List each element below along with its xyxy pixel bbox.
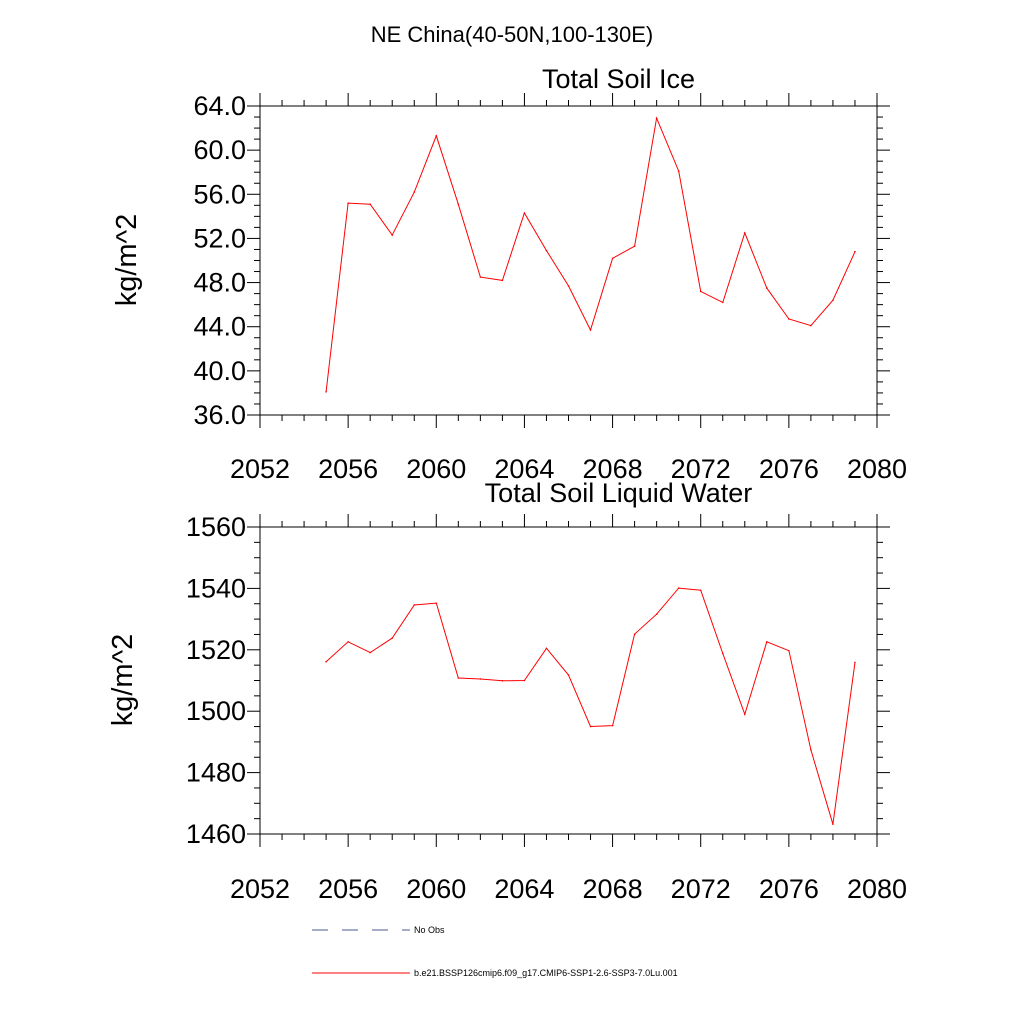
soil-ice-data-point bbox=[457, 203, 460, 206]
soil-ice-x-tick-label: 2080 bbox=[847, 454, 907, 484]
soil-liquid-water-data-point bbox=[391, 637, 394, 639]
soil-liquid-water-x-tick-label: 2072 bbox=[671, 874, 731, 904]
soil-ice-data-point bbox=[721, 301, 724, 304]
soil-ice-y-tick-label: 56.0 bbox=[193, 179, 246, 209]
soil-liquid-water-x-tick-label: 2064 bbox=[494, 874, 554, 904]
soil-ice-y-tick-label: 52.0 bbox=[193, 223, 246, 253]
soil-liquid-water-x-tick-label: 2056 bbox=[318, 874, 378, 904]
soil-liquid-water-data-point bbox=[589, 725, 592, 728]
legend: No Obs b.e21.BSSP126cmip6.f09_g17.CMIP6-… bbox=[312, 925, 678, 978]
soil-ice-data-point bbox=[810, 324, 812, 327]
soil-liquid-water-data-point bbox=[347, 641, 349, 643]
soil-ice-data-point bbox=[677, 170, 680, 172]
soil-liquid-water-data-point bbox=[832, 823, 834, 825]
soil-liquid-water-data-point bbox=[743, 713, 746, 716]
soil-ice-plot-frame bbox=[259, 105, 878, 416]
soil-ice-x-tick-label: 2076 bbox=[759, 454, 819, 484]
soil-liquid-water-data-point bbox=[810, 749, 812, 751]
soil-ice-y-tick-label: 36.0 bbox=[193, 400, 246, 430]
soil-liquid-water-data-point bbox=[766, 641, 768, 643]
soil-liquid-water-data-point bbox=[788, 649, 790, 652]
soil-liquid-water-y-tick-label: 1460 bbox=[186, 819, 246, 849]
soil-liquid-water-data-point bbox=[721, 652, 724, 655]
soil-liquid-water-y-tick-label: 1540 bbox=[186, 573, 246, 603]
soil-liquid-water-data-point bbox=[545, 647, 548, 650]
soil-ice-data-point bbox=[545, 249, 548, 252]
soil-ice-y-axis-label: kg/m^2 bbox=[111, 214, 143, 307]
soil-ice-data-point bbox=[523, 212, 526, 214]
soil-liquid-water-panel: Total Soil Liquid Water 2052 2056 2060 2064 2… bbox=[107, 478, 907, 904]
soil-ice-data-point bbox=[611, 257, 614, 260]
soil-ice-data-point bbox=[369, 203, 371, 206]
soil-liquid-water-x-tick-label: 2052 bbox=[230, 874, 290, 904]
soil-liquid-water-data-point bbox=[699, 589, 702, 592]
soil-ice-data-point bbox=[391, 234, 394, 236]
soil-liquid-water-y-tick-label: 1560 bbox=[186, 512, 246, 542]
soil-ice-data-point bbox=[854, 250, 856, 253]
soil-ice-data-point bbox=[633, 245, 636, 247]
soil-liquid-water-data-point bbox=[479, 678, 482, 680]
soil-ice-data-point bbox=[413, 191, 416, 193]
soil-liquid-water-data-point bbox=[655, 613, 658, 615]
soil-ice-data-point bbox=[655, 117, 658, 119]
soil-liquid-water-series-line bbox=[325, 587, 856, 825]
soil-ice-data-point bbox=[435, 134, 438, 137]
soil-liquid-water-data-point bbox=[611, 724, 614, 727]
soil-liquid-water-y-tick-label: 1480 bbox=[186, 758, 246, 788]
soil-ice-y-tick-label: 48.0 bbox=[193, 268, 246, 298]
soil-liquid-water-data-point bbox=[677, 587, 680, 589]
soil-ice-x-tick-label: 2072 bbox=[671, 454, 731, 484]
soil-ice-data-point bbox=[567, 285, 570, 287]
soil-ice-title: Total Soil Ice bbox=[542, 64, 695, 94]
soil-liquid-water-data-point bbox=[413, 604, 416, 606]
legend-no-obs-label: No Obs bbox=[414, 925, 445, 935]
soil-liquid-water-data-point bbox=[369, 651, 371, 654]
soil-ice-x-tick-label: 2052 bbox=[230, 454, 290, 484]
soil-ice-data-point bbox=[589, 329, 592, 331]
soil-liquid-water-x-tick-label: 2076 bbox=[759, 874, 819, 904]
soil-ice-y-tick-label: 64.0 bbox=[193, 91, 246, 121]
soil-liquid-water-data-point bbox=[457, 677, 460, 679]
soil-liquid-water-data-point bbox=[501, 680, 504, 682]
legend-model-run-label: b.e21.BSSP126cmip6.f09_g17.CMIP6-SSP1-2.… bbox=[414, 968, 678, 978]
soil-ice-y-tick-label: 40.0 bbox=[193, 356, 246, 386]
soil-ice-data-point bbox=[699, 290, 702, 293]
soil-ice-data-point bbox=[501, 279, 504, 282]
soil-ice-x-tick-label: 2064 bbox=[494, 454, 554, 484]
soil-liquid-water-title: Total Soil Liquid Water bbox=[485, 478, 753, 508]
soil-ice-data-point bbox=[325, 391, 327, 393]
soil-liquid-water-x-tick-label: 2080 bbox=[847, 874, 907, 904]
soil-ice-data-point bbox=[743, 232, 746, 234]
soil-ice-x-tick-label: 2068 bbox=[583, 454, 643, 484]
soil-ice-panel: Total Soil Ice 2052 2056 2060 2064 2068 2072 20… bbox=[111, 64, 907, 484]
soil-liquid-water-x-tick-label: 2068 bbox=[583, 874, 643, 904]
soil-ice-x-tick-label: 2056 bbox=[318, 454, 378, 484]
soil-ice-data-point bbox=[347, 202, 349, 204]
figure-title: NE China(40-50N,100-130E) bbox=[371, 22, 654, 47]
soil-liquid-water-y-tick-label: 1520 bbox=[186, 635, 246, 665]
soil-liquid-water-plot-frame bbox=[259, 526, 878, 835]
soil-liquid-water-data-point bbox=[325, 660, 327, 663]
soil-ice-data-point bbox=[788, 318, 790, 320]
soil-ice-y-tick-label: 44.0 bbox=[193, 312, 246, 342]
soil-liquid-water-y-tick-label: 1500 bbox=[186, 696, 246, 726]
soil-ice-data-point bbox=[479, 276, 482, 278]
soil-liquid-water-data-point bbox=[567, 674, 570, 676]
soil-ice-series-line bbox=[325, 116, 856, 392]
soil-liquid-water-data-point bbox=[523, 679, 526, 682]
soil-ice-x-tick-label: 2060 bbox=[406, 454, 466, 484]
soil-liquid-water-data-point bbox=[854, 661, 856, 664]
soil-liquid-water-y-axis-label: kg/m^2 bbox=[107, 634, 139, 727]
soil-liquid-water-data-point bbox=[633, 633, 636, 635]
soil-ice-data-point bbox=[766, 287, 768, 289]
soil-liquid-water-data-point bbox=[435, 602, 438, 604]
soil-ice-data-point bbox=[832, 299, 834, 302]
soil-liquid-water-x-tick-label: 2060 bbox=[406, 874, 466, 904]
soil-ice-y-tick-label: 60.0 bbox=[193, 135, 246, 165]
